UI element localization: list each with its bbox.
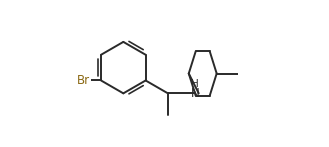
Text: Br: Br (77, 74, 90, 87)
Text: N: N (191, 87, 200, 100)
Text: H: H (191, 79, 199, 89)
